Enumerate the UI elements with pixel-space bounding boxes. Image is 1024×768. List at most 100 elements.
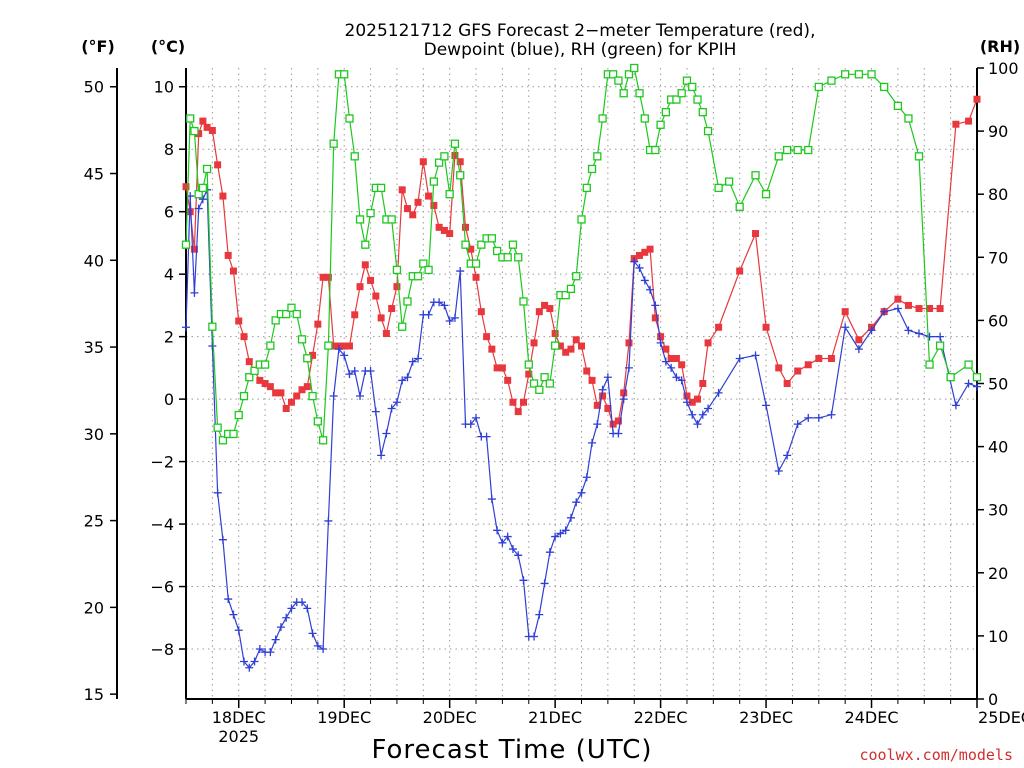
temperature-point	[195, 130, 203, 138]
dewpoint-point	[329, 391, 338, 400]
temperature-point	[472, 273, 480, 281]
rh-tick-label: 0	[988, 690, 998, 709]
temperature-point	[646, 245, 654, 253]
dewpoint-point	[198, 195, 207, 204]
dewpoint-point	[561, 526, 570, 535]
rh-point	[198, 183, 208, 193]
temperature-point	[926, 305, 934, 313]
rh-point	[751, 171, 760, 180]
temperature-point	[372, 292, 380, 300]
temperature-point	[303, 383, 311, 391]
dewpoint-point	[841, 323, 850, 332]
dewpoint-point	[240, 657, 249, 666]
dewpoint-point	[762, 401, 771, 410]
rh-unit-label: (RH)	[980, 37, 1020, 56]
dewpoint-point	[783, 451, 792, 460]
rh-point	[297, 335, 307, 344]
celsius-tick-label: −2	[150, 453, 174, 472]
rh-point	[514, 253, 523, 262]
dewpoint-point	[229, 610, 238, 619]
dewpoint-point	[224, 595, 233, 604]
temperature-point	[256, 376, 264, 384]
temperature-point	[240, 333, 248, 341]
temperature-point	[688, 398, 696, 406]
dewpoint-point	[640, 276, 649, 285]
x-tick-label: 25DEC	[978, 708, 1024, 727]
temperature-point	[683, 392, 691, 400]
rh-point	[640, 114, 649, 123]
rh-point	[218, 436, 228, 445]
rh-point	[656, 120, 665, 129]
dewpoint-point	[308, 629, 317, 638]
rh-point	[608, 70, 618, 79]
dewpoint-point	[735, 354, 744, 363]
dewpoint-point	[190, 288, 199, 297]
dewpoint-point	[408, 357, 417, 366]
dewpoint-point	[682, 398, 691, 407]
dewpoint-point	[672, 373, 681, 382]
temperature-point	[651, 314, 659, 322]
rh-point	[682, 76, 692, 85]
temperature-point	[509, 398, 517, 406]
temperature-point	[235, 317, 243, 325]
dewpoint-point	[387, 404, 396, 413]
dewpoint-point	[598, 385, 607, 394]
rh-point	[854, 70, 864, 79]
dewpoint-point	[593, 420, 602, 429]
dewpoint-point	[382, 429, 391, 438]
rh-point	[914, 152, 924, 161]
dewpoint-point	[704, 404, 713, 413]
dewpoint-point	[677, 376, 686, 385]
rh-point	[461, 240, 470, 249]
temperature-point	[199, 117, 207, 125]
rh-point	[714, 183, 723, 193]
series-layer	[181, 63, 982, 672]
dewpoint-point	[298, 598, 307, 607]
temperature-point	[841, 308, 849, 316]
rh-point	[630, 63, 639, 73]
dewpoint-point	[213, 488, 222, 497]
dewpoint-point	[556, 529, 565, 538]
dewpoint-point	[340, 351, 349, 360]
dewpoint-point	[466, 420, 475, 429]
dewpoint-point	[973, 382, 981, 391]
rh-point	[793, 145, 802, 155]
temperature-point	[430, 201, 438, 209]
rh-point	[324, 341, 333, 350]
temperature-point	[546, 305, 554, 313]
dewpoint-point	[693, 420, 702, 429]
temperature-point	[367, 276, 375, 284]
rh-point	[471, 259, 481, 268]
rh-point	[814, 82, 823, 92]
rh-point	[345, 114, 354, 123]
temperature-point	[330, 342, 338, 350]
rh-point	[213, 423, 222, 432]
temperature-point	[488, 345, 496, 353]
dewpoint-point	[582, 473, 591, 482]
rh-point	[651, 145, 660, 155]
rh-point	[972, 373, 982, 382]
dewpoint-point	[255, 645, 264, 654]
temperature-point	[182, 183, 190, 191]
dewpoint-point	[656, 338, 665, 347]
dewpoint-point	[614, 429, 623, 438]
rh-point	[761, 190, 771, 199]
x-tick-label: 21DEC	[528, 708, 582, 727]
rh-point	[964, 360, 973, 369]
rh-point	[186, 114, 195, 123]
temperature-point	[190, 245, 198, 253]
temperature-point	[965, 117, 973, 125]
celsius-tick-label: 2	[164, 328, 174, 347]
temperature-point	[699, 380, 707, 387]
rh-point	[508, 240, 518, 249]
temperature-point	[736, 267, 744, 275]
dewpoint-point	[313, 641, 322, 650]
temperature-point	[266, 383, 274, 391]
temperature-point	[514, 408, 522, 416]
temperature-point	[451, 151, 459, 159]
temperature-point	[855, 336, 863, 344]
temperature-point	[435, 223, 443, 231]
temperature-point	[973, 95, 981, 103]
dewpoint-point	[334, 345, 343, 354]
dewpoint-point	[540, 579, 549, 588]
